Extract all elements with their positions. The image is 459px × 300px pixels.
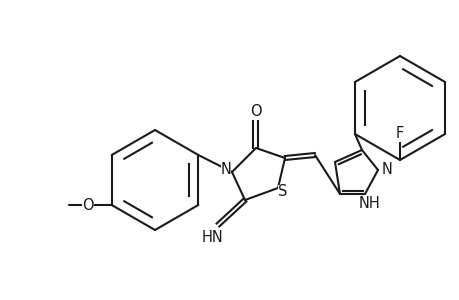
Text: N: N — [381, 161, 392, 176]
Text: O: O — [250, 104, 261, 119]
Text: O: O — [82, 197, 93, 212]
Text: N: N — [220, 163, 231, 178]
Text: NH: NH — [358, 196, 380, 211]
Text: S: S — [278, 184, 287, 200]
Text: F: F — [395, 127, 403, 142]
Text: HN: HN — [202, 230, 224, 244]
